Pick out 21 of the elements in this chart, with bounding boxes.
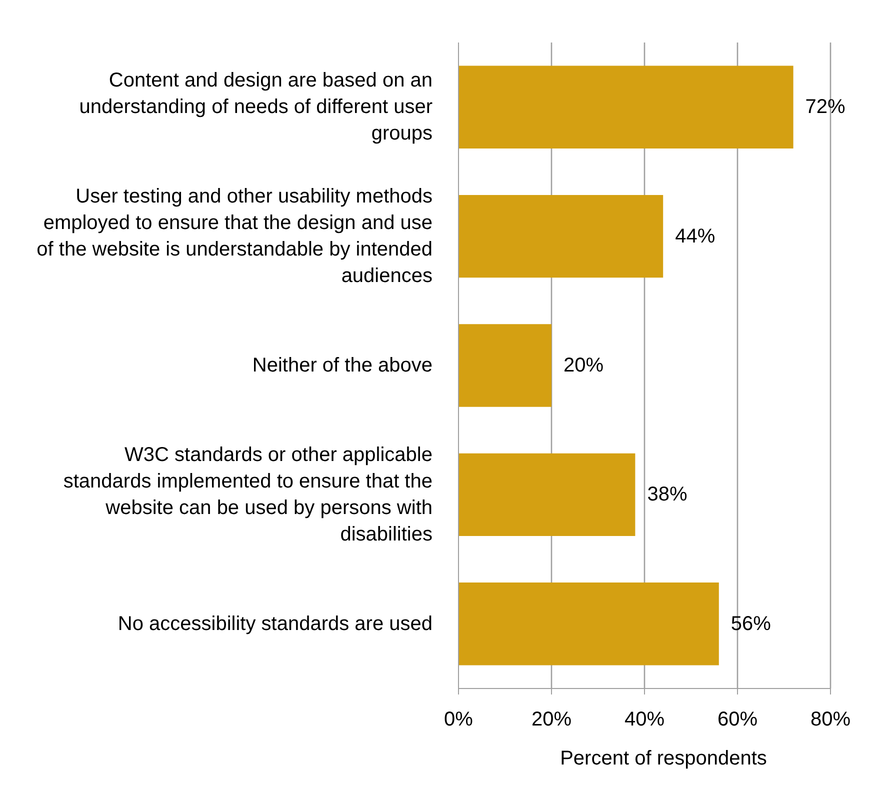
x-tick-label: 20% [531, 708, 572, 730]
y-tick-label: User testing and other usability methods employed to ensure that the design and use of the website is understandable by intended audiences [36, 186, 433, 287]
data-label: 44% [675, 225, 716, 248]
y-tick-label: Content and design are based on an understanding of needs of different user groups [79, 70, 433, 144]
data-label: 38% [647, 484, 688, 506]
data-label: 72% [805, 96, 846, 118]
x-tick-label: 40% [624, 708, 665, 730]
bar [458, 194, 664, 278]
data-label: 20% [564, 354, 604, 376]
bar [458, 582, 719, 666]
y-tick-label: No accessibility standards are used [118, 612, 433, 635]
x-tick-label: 80% [810, 708, 851, 730]
x-tick-label: 0% [444, 708, 474, 730]
bar [458, 66, 794, 148]
y-tick-label: Neither of the above [252, 354, 433, 376]
bar [458, 453, 636, 536]
bar [458, 324, 552, 407]
y-tick-label: W3C standards or other applicable standards implemented to ensure that the website can be used by persons with disabilities [63, 444, 433, 546]
x-tick-label: 60% [717, 708, 758, 730]
x-axis-title: Percent of respondents [560, 748, 767, 770]
data-label: 56% [730, 612, 772, 635]
